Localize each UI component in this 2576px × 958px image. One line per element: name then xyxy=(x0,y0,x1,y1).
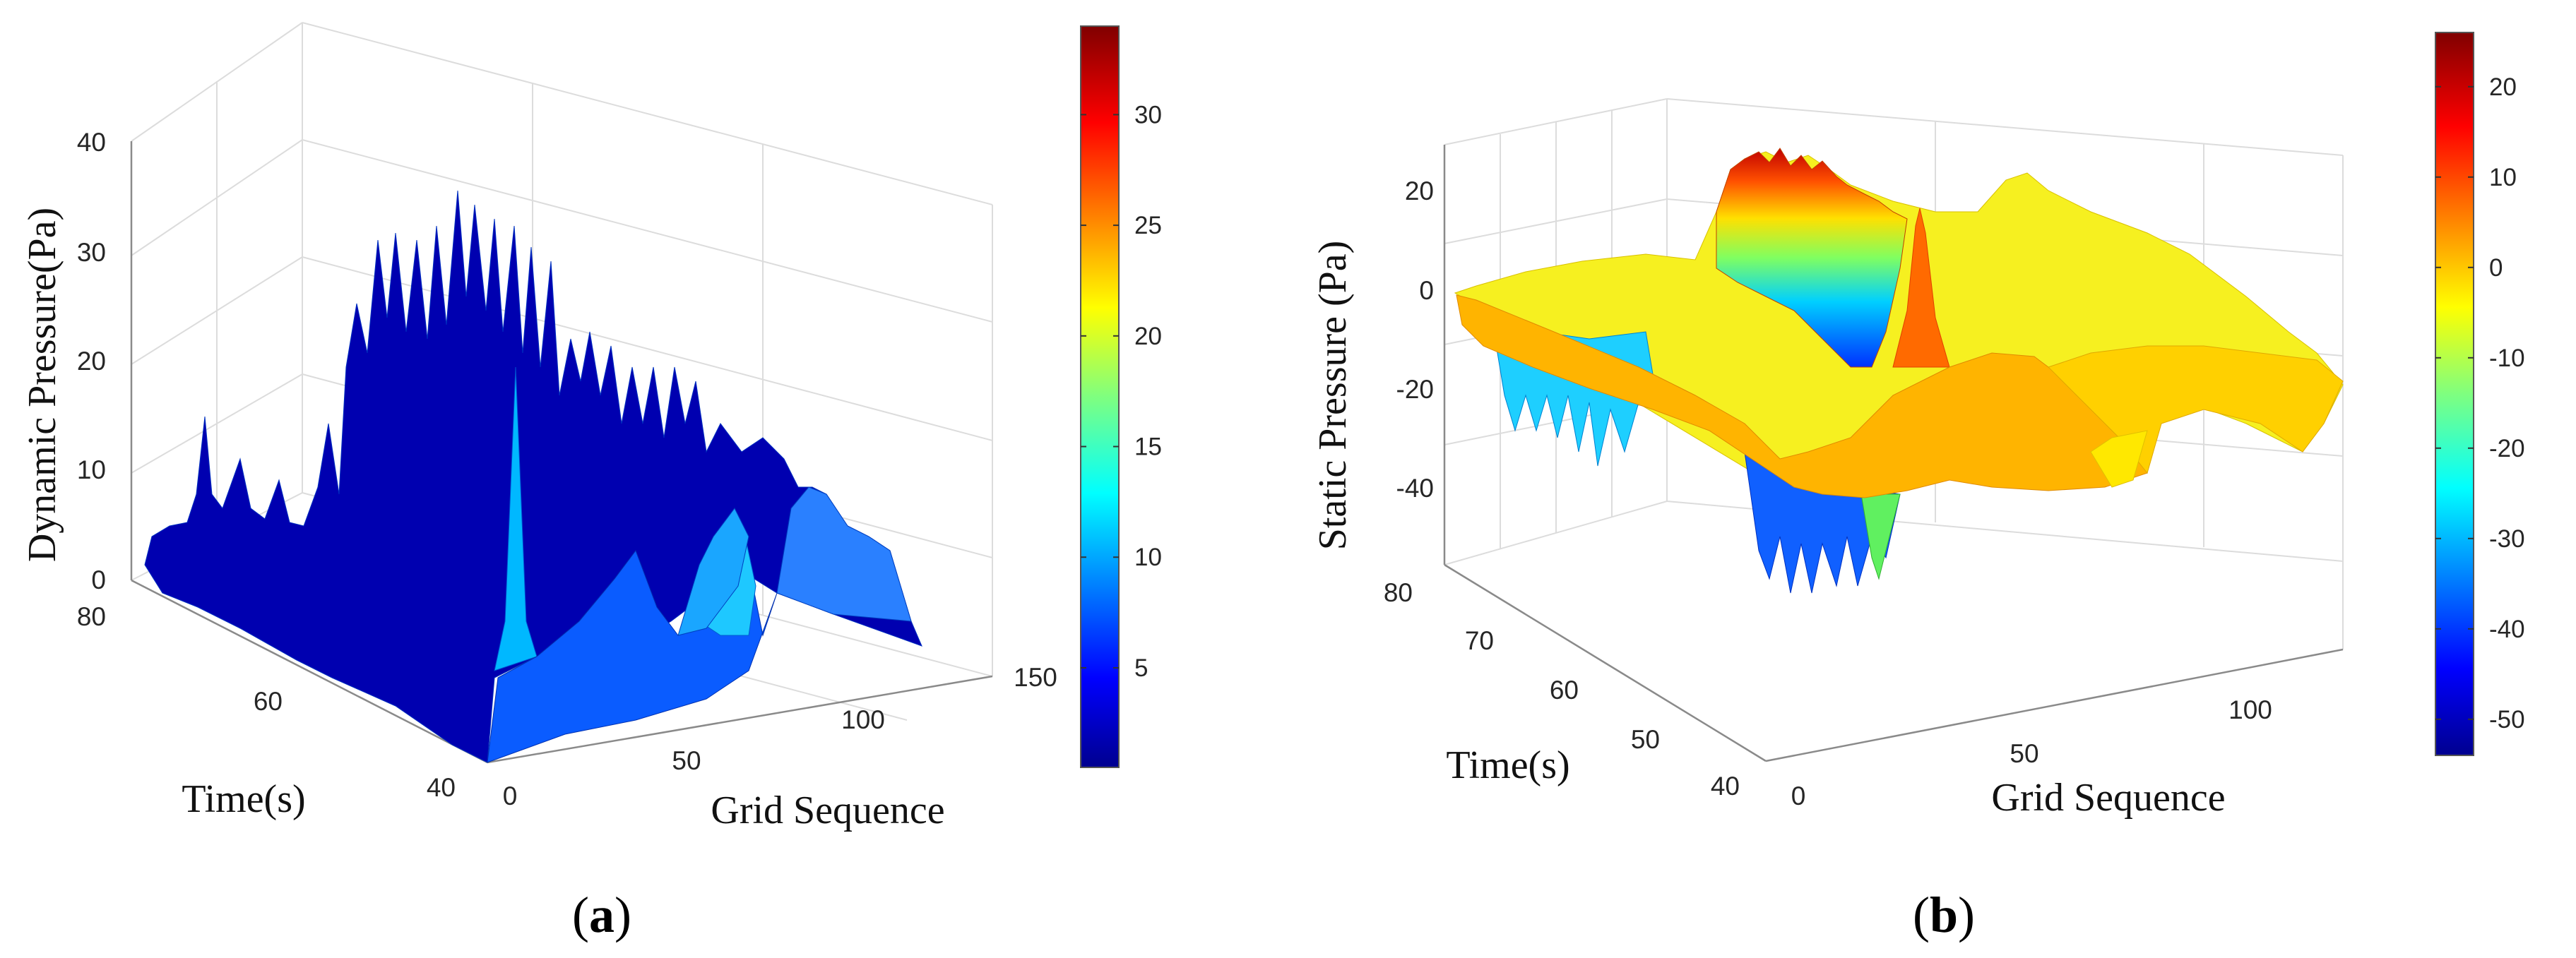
panel-b-y-tick: 80 xyxy=(1384,578,1413,607)
colorbar-tick-label: 20 xyxy=(2489,73,2517,101)
colorbar-tick-label: 30 xyxy=(1134,101,1162,128)
panel-b-y-tick: 60 xyxy=(1550,676,1579,705)
panel-b-y-axis-label: Time(s) xyxy=(1446,743,1569,787)
colorbar-tick-label: 25 xyxy=(1134,212,1162,239)
panel-b-y-ticks: 80 70 60 50 40 xyxy=(1384,578,1740,801)
panel-b-colorbar-gradient xyxy=(2435,32,2474,756)
panel-a-y-ticks: 80 60 40 xyxy=(77,602,456,802)
panel-a-x-tick: 100 xyxy=(841,705,885,734)
panel-a-x-axis-label: Grid Sequence xyxy=(711,789,944,832)
panel-a-surface xyxy=(144,190,922,763)
panel-a-colorbar: 5 10 15 20 25 30 xyxy=(1080,25,1162,768)
colorbar-tick-label: 10 xyxy=(1134,544,1162,571)
colorbar-tick-label: 15 xyxy=(1134,433,1162,461)
panel-a-chart: 0 10 20 30 40 80 60 40 0 50 100 150 Dyna… xyxy=(20,22,1162,943)
panel-a-x-tick: 50 xyxy=(672,746,701,775)
panel-b-x-axis-label: Grid Sequence xyxy=(1991,776,2225,820)
panel-b-z-tick: 0 xyxy=(1419,276,1434,305)
panel-a-x-ticks: 0 50 100 150 xyxy=(503,663,1057,810)
panel-a-z-tick: 20 xyxy=(77,347,106,376)
panel-a-z-tick: 0 xyxy=(91,565,106,594)
colorbar-tick-label: 5 xyxy=(1134,654,1148,682)
panel-a-label: (a) xyxy=(572,887,631,943)
panel-a-z-tick: 30 xyxy=(77,238,106,267)
colorbar-tick-label: -40 xyxy=(2489,616,2525,643)
panel-b-z-axis-label: Static Pressure (Pa) xyxy=(1311,241,1355,551)
panel-a-x-tick: 150 xyxy=(1014,663,1057,692)
panel-a-z-tick: 40 xyxy=(77,128,106,157)
colorbar-tick-label: -50 xyxy=(2489,706,2525,734)
panel-b-x-tick: 50 xyxy=(2010,739,2038,768)
panel-a-z-axis-label: Dynamic Pressure(Pa) xyxy=(20,208,64,562)
panel-b-z-tick: -20 xyxy=(1396,375,1434,404)
panel-b-y-tick: 70 xyxy=(1465,626,1494,655)
panel-b-z-tick: 20 xyxy=(1405,176,1434,205)
panel-a-axes-box xyxy=(130,22,993,764)
panel-a-colorbar-gradient xyxy=(1080,25,1120,768)
panel-a-z-ticks: 0 10 20 30 40 xyxy=(77,128,106,594)
colorbar-tick-label: 10 xyxy=(2489,164,2517,191)
panel-b-x-tick: 0 xyxy=(1791,782,1806,810)
panel-a-z-tick: 10 xyxy=(77,455,106,484)
colorbar-tick-label: -20 xyxy=(2489,435,2525,462)
panel-a-y-tick: 40 xyxy=(427,773,456,802)
colorbar-tick-label: -30 xyxy=(2489,525,2525,553)
panel-a-y-tick: 80 xyxy=(77,602,106,631)
panel-b-z-ticks: -40 -20 0 20 xyxy=(1396,176,1434,503)
panel-b-y-tick: 50 xyxy=(1631,725,1660,754)
panel-b-x-tick: 100 xyxy=(2228,695,2272,724)
panel-b-z-tick: -40 xyxy=(1396,474,1434,503)
panel-b-label: (b) xyxy=(1913,887,1975,943)
panel-a-x-tick: 0 xyxy=(503,782,518,810)
panel-b-x-ticks: 0 50 100 xyxy=(1791,695,2272,810)
panel-b-chart: -40 -20 0 20 80 70 60 50 40 0 50 100 Sta… xyxy=(1311,32,2525,943)
colorbar-tick-label: 0 xyxy=(2489,254,2503,282)
colorbar-tick-label: -10 xyxy=(2489,345,2525,372)
panel-a-y-axis-label: Time(s) xyxy=(182,777,305,821)
panel-a-y-tick: 60 xyxy=(254,687,283,716)
colorbar-tick-label: 20 xyxy=(1134,323,1162,350)
panel-b-colorbar: -50 -40 -30 -20 -10 0 10 20 xyxy=(2435,32,2525,756)
panel-b-surface xyxy=(1454,148,2344,594)
panel-b-y-tick: 40 xyxy=(1711,772,1740,801)
